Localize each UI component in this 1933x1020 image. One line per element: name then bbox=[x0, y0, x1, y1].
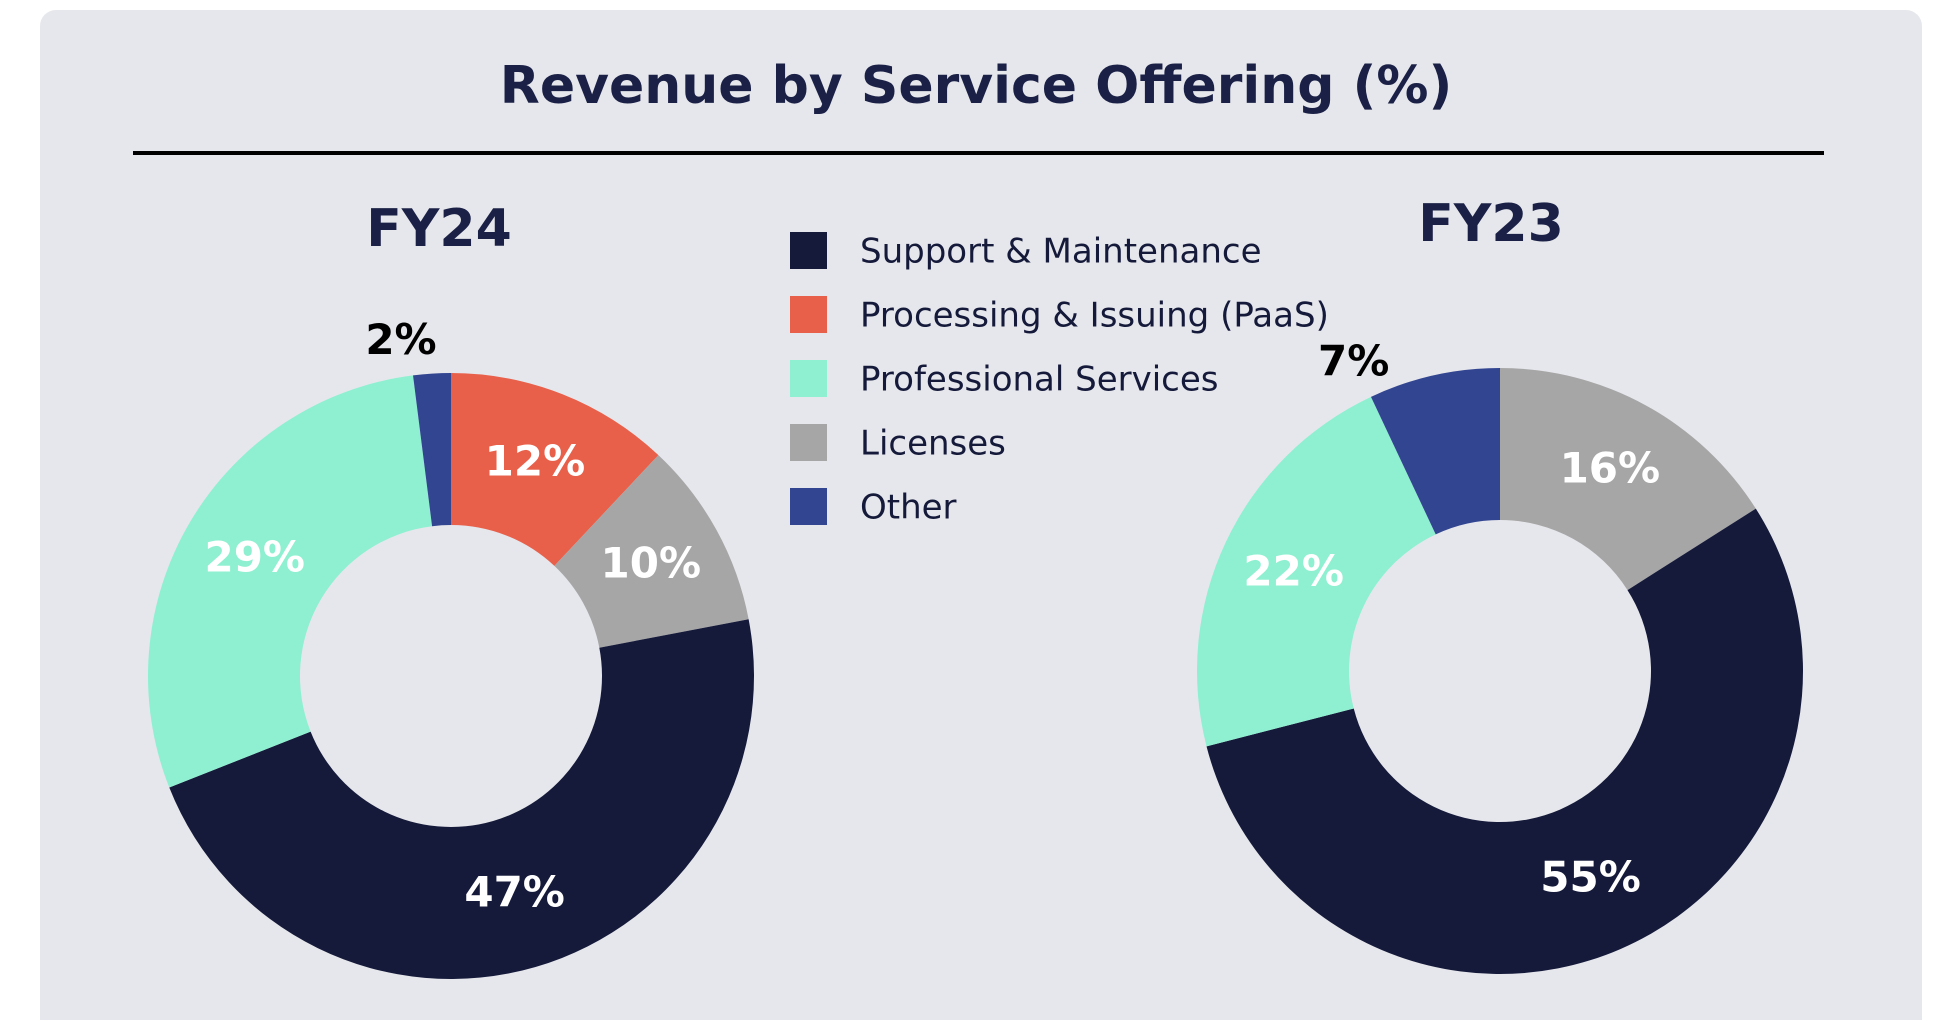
donut-segment bbox=[169, 619, 755, 980]
value-label: 16% bbox=[1560, 444, 1661, 493]
legend-label: Processing & Issuing (PaaS) bbox=[860, 296, 1329, 336]
value-label: 47% bbox=[464, 867, 565, 916]
value-label: 12% bbox=[485, 437, 586, 486]
donut-segment bbox=[1500, 368, 1756, 591]
legend-label: Other bbox=[860, 488, 957, 528]
chart-title: Revenue by Service Offering (%) bbox=[500, 56, 1452, 116]
value-label: 29% bbox=[204, 532, 305, 581]
card bbox=[40, 10, 1922, 1020]
legend-label: Licenses bbox=[860, 424, 1006, 464]
legend-swatch bbox=[790, 296, 827, 333]
value-label: 55% bbox=[1540, 853, 1641, 902]
donut-segment bbox=[413, 373, 451, 527]
value-label: 10% bbox=[601, 539, 702, 588]
legend-swatch bbox=[790, 360, 827, 397]
donut-segment bbox=[451, 373, 659, 566]
legend-swatch bbox=[790, 232, 827, 269]
value-label: 2% bbox=[365, 315, 436, 364]
donut-segment bbox=[1370, 368, 1500, 535]
donut-title: FY23 bbox=[1418, 194, 1564, 254]
donut-segment bbox=[554, 455, 749, 648]
legend-label: Support & Maintenance bbox=[860, 232, 1262, 272]
legend-swatch bbox=[790, 424, 827, 461]
donut-title: FY24 bbox=[366, 199, 512, 259]
donut-segment bbox=[1197, 396, 1436, 747]
donut-segment bbox=[1206, 508, 1803, 974]
value-label: 7% bbox=[1318, 336, 1389, 385]
legend-label: Professional Services bbox=[860, 360, 1219, 400]
value-label: 22% bbox=[1243, 546, 1344, 595]
donut-segment bbox=[147, 375, 433, 788]
legend-swatch bbox=[790, 488, 827, 525]
